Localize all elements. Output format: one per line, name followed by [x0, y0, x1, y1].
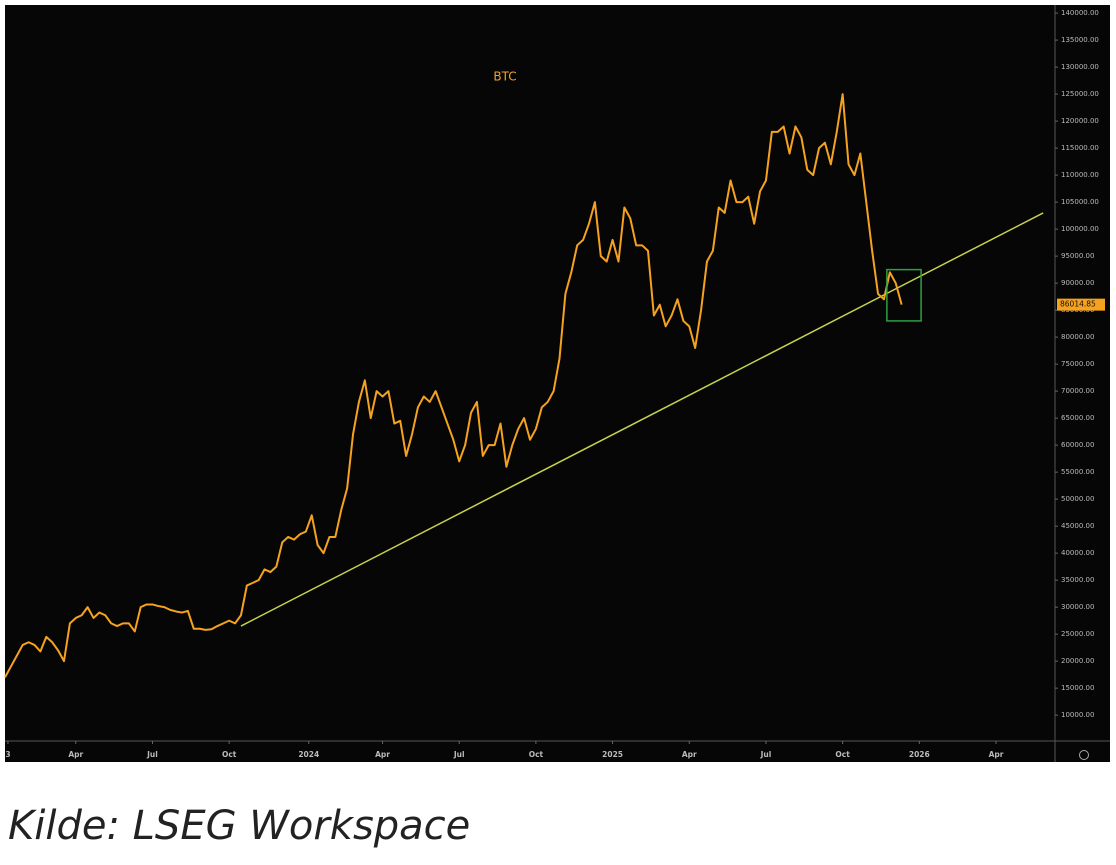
y-tick-label: 40000.00	[1061, 549, 1094, 557]
y-tick-label: 80000.00	[1061, 333, 1094, 341]
y-tick-label: 115000.00	[1061, 144, 1099, 152]
y-tick-label: 30000.00	[1061, 603, 1094, 611]
y-tick-label: 65000.00	[1061, 414, 1094, 422]
last-value-box	[1057, 298, 1105, 311]
x-tick-label: Apr	[682, 750, 697, 759]
y-tick-label: 110000.00	[1061, 171, 1099, 179]
x-tick-label: 2026	[909, 750, 930, 759]
y-tick-label: 15000.00	[1061, 684, 1094, 692]
chart: BTC 10000.00 15000.00 20000.00 25000.00 3000…	[4, 5, 1110, 762]
x-tick-label: 2025	[602, 750, 623, 759]
y-tick-label: 125000.00	[1061, 90, 1099, 98]
y-tick-label: 75000.00	[1061, 360, 1094, 368]
trend-line	[240, 212, 1044, 627]
y-tick-label: 20000.00	[1061, 657, 1094, 665]
y-tick-label: 120000.00	[1061, 117, 1099, 125]
y-tick-label: 135000.00	[1061, 36, 1099, 44]
caption: Kilde: LSEG Workspace	[8, 803, 471, 849]
y-tick-label: 55000.00	[1061, 468, 1094, 476]
x-tick-label: Oct	[835, 750, 850, 759]
y-tick-label: 140000.00	[1061, 9, 1099, 17]
y-tick-label: 90000.00	[1061, 279, 1094, 287]
y-tick-label: 130000.00	[1061, 63, 1099, 71]
y-tick-label: 70000.00	[1061, 387, 1094, 395]
y-tick-label: 105000.00	[1061, 198, 1099, 206]
y-tick-label: 45000.00	[1061, 522, 1094, 530]
x-tick-label: Apr	[375, 750, 390, 759]
y-tick-label: 100000.00	[1061, 225, 1099, 233]
y-tick-label: 50000.00	[1061, 495, 1094, 503]
x-tick-label: 2024	[298, 750, 319, 759]
x-tick-label: Oct	[222, 750, 237, 759]
y-tick-label: 35000.00	[1061, 576, 1094, 584]
x-tick-label: Jul	[760, 750, 772, 759]
chart-background	[5, 5, 1110, 762]
series-label: BTC	[493, 70, 516, 84]
price-line	[4, 93, 903, 678]
x-tick-label: Jul	[146, 750, 158, 759]
x-tick-label: Jul	[453, 750, 465, 759]
y-tick-label: 60000.00	[1061, 441, 1094, 449]
last-value-label: 86014.85	[1060, 300, 1096, 309]
settings-icon[interactable]	[1079, 750, 1089, 760]
x-tick-label: Apr	[989, 750, 1004, 759]
x-tick-label: Apr	[68, 750, 83, 759]
highlight-box	[886, 268, 922, 322]
y-tick-label: 95000.00	[1061, 252, 1094, 260]
x-tick-label: Oct	[529, 750, 544, 759]
y-tick-label: 10000.00	[1061, 711, 1094, 719]
x-tick-label: 3	[5, 750, 10, 759]
y-tick-label: 25000.00	[1061, 630, 1094, 638]
